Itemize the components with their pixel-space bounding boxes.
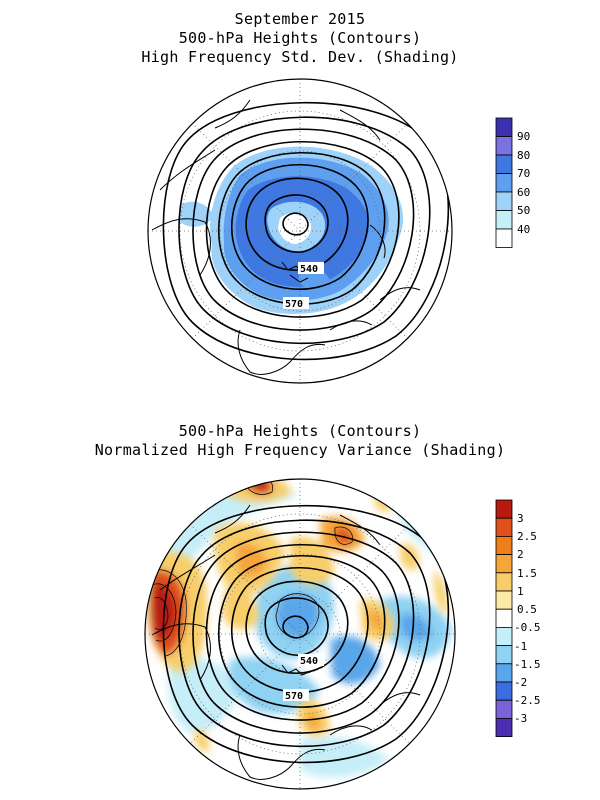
bottom-cb-swatch bbox=[495, 627, 513, 647]
bottom-cb-label-0.5: 0.5 bbox=[517, 603, 537, 616]
top-cb-swatch bbox=[495, 228, 513, 248]
bottom-coastlines bbox=[151, 504, 421, 780]
top-map: 540 570 bbox=[147, 78, 453, 384]
top-cb-label-90: 90 bbox=[517, 130, 530, 143]
bottom-cb-swatch bbox=[495, 645, 513, 665]
bottom-cb-label-neg1.5: -1.5 bbox=[514, 658, 541, 671]
top-title-line-1: September 2015 bbox=[234, 10, 366, 28]
bottom-height-contours bbox=[162, 504, 450, 764]
bottom-cb-label-3: 3 bbox=[517, 512, 524, 525]
bottom-panel-title: 500-hPa Heights (Contours) Normalized Hi… bbox=[0, 422, 600, 460]
top-cb-swatch bbox=[495, 117, 513, 137]
top-colorbar: 90 80 70 60 50 40 bbox=[495, 117, 530, 248]
bottom-cb-label-neg3: -3 bbox=[514, 712, 527, 725]
top-contour-label-570: 570 bbox=[285, 299, 303, 310]
bottom-cb-label-neg2.5: -2.5 bbox=[514, 694, 541, 707]
top-cb-swatch bbox=[495, 191, 513, 211]
top-cb-swatch bbox=[495, 136, 513, 156]
bottom-title-line-1: 500-hPa Heights (Contours) bbox=[178, 422, 422, 440]
top-coastlines bbox=[151, 99, 421, 375]
bottom-cb-swatch bbox=[495, 699, 513, 719]
bottom-colorbar: 3 2.5 2 1.5 1 0.5 -0.5 -1 -1.5 -2 -2.5 -… bbox=[495, 499, 541, 738]
bottom-cb-label-neg1: -1 bbox=[514, 640, 527, 653]
bottom-cb-label-2.5: 2.5 bbox=[517, 530, 537, 543]
bottom-cb-swatch bbox=[495, 590, 513, 610]
bottom-cb-label-neg2: -2 bbox=[514, 676, 527, 689]
bottom-cb-label-1.5: 1.5 bbox=[517, 567, 537, 580]
bottom-cb-label-1: 1 bbox=[517, 585, 524, 598]
top-cb-label-40: 40 bbox=[517, 223, 530, 236]
top-panel-title: September 2015 500-hPa Heights (Contours… bbox=[0, 10, 600, 67]
top-height-contours bbox=[162, 101, 450, 361]
bottom-cb-swatch bbox=[495, 718, 513, 738]
top-graticule bbox=[148, 79, 452, 383]
top-cb-label-60: 60 bbox=[517, 186, 530, 199]
bottom-contour-label-540: 540 bbox=[300, 656, 318, 667]
bottom-cb-swatch bbox=[495, 663, 513, 683]
top-cb-swatch bbox=[495, 210, 513, 230]
bottom-map: 540 570 bbox=[144, 478, 456, 790]
bottom-cb-swatch bbox=[495, 608, 513, 628]
bottom-cb-swatch bbox=[495, 517, 513, 537]
bottom-title-line-2: Normalized High Frequency Variance (Shad… bbox=[94, 441, 506, 459]
bottom-cb-swatch bbox=[495, 572, 513, 592]
bottom-cb-label-neg0.5: -0.5 bbox=[514, 621, 541, 634]
top-cb-label-80: 80 bbox=[517, 149, 530, 162]
bottom-map-border bbox=[144, 478, 456, 790]
top-cb-swatch bbox=[495, 173, 513, 193]
top-cb-swatch bbox=[495, 154, 513, 174]
top-map-border bbox=[147, 78, 453, 384]
top-cb-label-50: 50 bbox=[517, 204, 530, 217]
top-cb-label-70: 70 bbox=[517, 167, 530, 180]
top-contour-label-540: 540 bbox=[300, 264, 318, 275]
bottom-contour-label-570: 570 bbox=[285, 691, 303, 702]
bottom-cb-swatch bbox=[495, 681, 513, 701]
bottom-cb-swatch bbox=[495, 499, 513, 519]
bottom-cb-label-2: 2 bbox=[517, 548, 524, 561]
top-title-line-2: 500-hPa Heights (Contours) bbox=[178, 29, 422, 47]
bottom-cb-swatch bbox=[495, 536, 513, 556]
bottom-cb-swatch bbox=[495, 554, 513, 574]
top-title-line-3: High Frequency Std. Dev. (Shading) bbox=[141, 48, 459, 66]
